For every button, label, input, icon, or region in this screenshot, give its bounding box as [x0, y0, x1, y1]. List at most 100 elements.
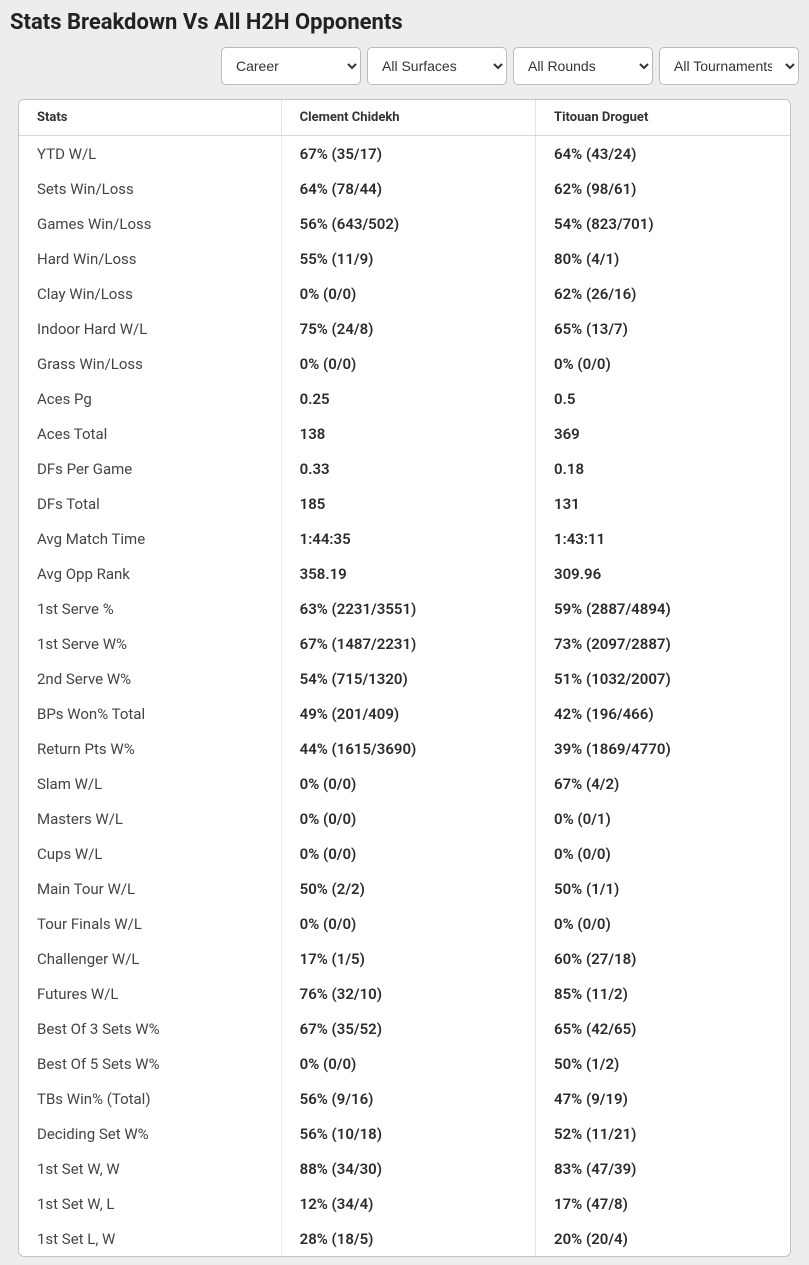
stat-value: 358.19 — [281, 556, 535, 591]
stat-label: 1st Set W, L — [19, 1186, 281, 1221]
stat-label: Cups W/L — [19, 836, 281, 871]
table-row: Tour Finals W/L0% (0/0)0% (0/0) — [19, 906, 790, 941]
stat-value: 0.25 — [281, 381, 535, 416]
table-row: Main Tour W/L50% (2/2)50% (1/1) — [19, 871, 790, 906]
stat-value: 0% (0/0) — [281, 836, 535, 871]
stat-label: Deciding Set W% — [19, 1116, 281, 1151]
stat-value: 0% (0/0) — [281, 766, 535, 801]
stat-value: 39% (1869/4770) — [536, 731, 790, 766]
stat-label: Avg Opp Rank — [19, 556, 281, 591]
round-select[interactable]: All Rounds — [513, 47, 653, 85]
stat-value: 0.33 — [281, 451, 535, 486]
stat-label: Slam W/L — [19, 766, 281, 801]
stat-value: 17% (1/5) — [281, 941, 535, 976]
table-row: 1st Set W, L12% (34/4)17% (47/8) — [19, 1186, 790, 1221]
stat-label: Aces Total — [19, 416, 281, 451]
table-row: DFs Per Game0.330.18 — [19, 451, 790, 486]
stat-value: 0.18 — [536, 451, 790, 486]
stat-value: 42% (196/466) — [536, 696, 790, 731]
stat-value: 17% (47/8) — [536, 1186, 790, 1221]
stat-value: 28% (18/5) — [281, 1221, 535, 1256]
table-row: DFs Total185131 — [19, 486, 790, 521]
stat-value: 85% (11/2) — [536, 976, 790, 1011]
table-row: Avg Match Time1:44:351:43:11 — [19, 521, 790, 556]
stat-value: 80% (4/1) — [536, 241, 790, 276]
stat-value: 138 — [281, 416, 535, 451]
stat-value: 83% (47/39) — [536, 1151, 790, 1186]
stat-label: TBs Win% (Total) — [19, 1081, 281, 1116]
table-row: 2nd Serve W%54% (715/1320)51% (1032/2007… — [19, 661, 790, 696]
table-row: 1st Set L, W28% (18/5)20% (20/4) — [19, 1221, 790, 1256]
stat-value: 88% (34/30) — [281, 1151, 535, 1186]
stat-value: 50% (1/1) — [536, 871, 790, 906]
table-row: Indoor Hard W/L75% (24/8)65% (13/7) — [19, 311, 790, 346]
table-row: Best Of 5 Sets W%0% (0/0)50% (1/2) — [19, 1046, 790, 1081]
stat-label: BPs Won% Total — [19, 696, 281, 731]
stat-label: Futures W/L — [19, 976, 281, 1011]
surface-select[interactable]: All Surfaces — [367, 47, 507, 85]
stat-value: 76% (32/10) — [281, 976, 535, 1011]
table-row: Clay Win/Loss0% (0/0)62% (26/16) — [19, 276, 790, 311]
stat-label: YTD W/L — [19, 136, 281, 172]
stat-value: 62% (26/16) — [536, 276, 790, 311]
stat-value: 1:44:35 — [281, 521, 535, 556]
stat-label: Challenger W/L — [19, 941, 281, 976]
stat-label: Main Tour W/L — [19, 871, 281, 906]
stat-label: 1st Serve W% — [19, 626, 281, 661]
stat-value: 0% (0/0) — [536, 836, 790, 871]
stat-value: 59% (2887/4894) — [536, 591, 790, 626]
stat-value: 60% (27/18) — [536, 941, 790, 976]
stat-value: 64% (78/44) — [281, 171, 535, 206]
table-row: Hard Win/Loss55% (11/9)80% (4/1) — [19, 241, 790, 276]
table-row: YTD W/L67% (35/17)64% (43/24) — [19, 136, 790, 172]
table-row: Aces Pg0.250.5 — [19, 381, 790, 416]
table-row: Sets Win/Loss64% (78/44)62% (98/61) — [19, 171, 790, 206]
stat-label: Sets Win/Loss — [19, 171, 281, 206]
stat-label: DFs Per Game — [19, 451, 281, 486]
table-row: Slam W/L0% (0/0)67% (4/2) — [19, 766, 790, 801]
stat-label: 1st Set L, W — [19, 1221, 281, 1256]
stat-value: 54% (823/701) — [536, 206, 790, 241]
tournament-select[interactable]: All Tournaments — [659, 47, 799, 85]
stat-value: 369 — [536, 416, 790, 451]
table-row: Games Win/Loss56% (643/502)54% (823/701) — [19, 206, 790, 241]
table-row: Cups W/L0% (0/0)0% (0/0) — [19, 836, 790, 871]
stat-value: 67% (35/17) — [281, 136, 535, 172]
table-row: 1st Serve %63% (2231/3551)59% (2887/4894… — [19, 591, 790, 626]
table-row: 1st Serve W%67% (1487/2231)73% (2097/288… — [19, 626, 790, 661]
stat-value: 62% (98/61) — [536, 171, 790, 206]
stat-value: 50% (2/2) — [281, 871, 535, 906]
page-title: Stats Breakdown Vs All H2H Opponents — [0, 0, 809, 47]
table-row: BPs Won% Total49% (201/409)42% (196/466) — [19, 696, 790, 731]
column-header-stats: Stats — [19, 100, 281, 136]
table-row: Best Of 3 Sets W%67% (35/52)65% (42/65) — [19, 1011, 790, 1046]
table-row: Challenger W/L17% (1/5)60% (27/18) — [19, 941, 790, 976]
stat-value: 44% (1615/3690) — [281, 731, 535, 766]
stat-value: 67% (1487/2231) — [281, 626, 535, 661]
table-row: Return Pts W%44% (1615/3690)39% (1869/47… — [19, 731, 790, 766]
stat-label: Clay Win/Loss — [19, 276, 281, 311]
stat-value: 309.96 — [536, 556, 790, 591]
stat-label: Best Of 5 Sets W% — [19, 1046, 281, 1081]
stat-label: Games Win/Loss — [19, 206, 281, 241]
stat-label: Aces Pg — [19, 381, 281, 416]
stat-value: 63% (2231/3551) — [281, 591, 535, 626]
stat-value: 65% (13/7) — [536, 311, 790, 346]
table-row: 1st Set W, W88% (34/30)83% (47/39) — [19, 1151, 790, 1186]
table-row: Futures W/L76% (32/10)85% (11/2) — [19, 976, 790, 1011]
stat-value: 0% (0/0) — [281, 1046, 535, 1081]
stat-value: 0% (0/0) — [536, 906, 790, 941]
stat-value: 75% (24/8) — [281, 311, 535, 346]
stat-value: 55% (11/9) — [281, 241, 535, 276]
career-select[interactable]: Career — [221, 47, 361, 85]
stat-value: 51% (1032/2007) — [536, 661, 790, 696]
stat-value: 0% (0/0) — [536, 346, 790, 381]
table-header-row: Stats Clement Chidekh Titouan Droguet — [19, 100, 790, 136]
stat-value: 56% (643/502) — [281, 206, 535, 241]
table-row: Grass Win/Loss0% (0/0)0% (0/0) — [19, 346, 790, 381]
stat-label: Masters W/L — [19, 801, 281, 836]
stat-value: 12% (34/4) — [281, 1186, 535, 1221]
table-row: Aces Total138369 — [19, 416, 790, 451]
stat-value: 0% (0/0) — [281, 801, 535, 836]
stat-value: 65% (42/65) — [536, 1011, 790, 1046]
